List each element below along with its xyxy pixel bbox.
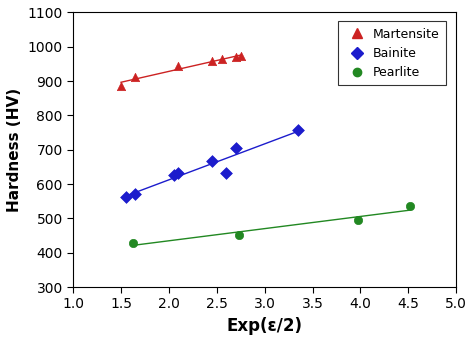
Point bbox=[218, 57, 225, 62]
Point bbox=[235, 232, 243, 237]
Point bbox=[129, 240, 137, 246]
X-axis label: Exp(ε/2): Exp(ε/2) bbox=[227, 317, 302, 335]
Point bbox=[223, 170, 230, 175]
Point bbox=[237, 53, 245, 59]
Y-axis label: Hardness (HV): Hardness (HV) bbox=[7, 88, 22, 212]
Point bbox=[232, 145, 240, 151]
Point bbox=[170, 172, 177, 177]
Legend: Martensite, Bainite, Pearlite: Martensite, Bainite, Pearlite bbox=[338, 22, 446, 86]
Point bbox=[122, 194, 129, 200]
Point bbox=[117, 83, 125, 88]
Point bbox=[175, 64, 182, 69]
Point bbox=[232, 54, 240, 60]
Point bbox=[175, 170, 182, 175]
Point bbox=[132, 74, 139, 80]
Point bbox=[132, 191, 139, 196]
Point bbox=[406, 204, 414, 209]
Point bbox=[208, 158, 216, 164]
Point bbox=[354, 218, 361, 223]
Point bbox=[208, 58, 216, 64]
Point bbox=[294, 128, 302, 133]
